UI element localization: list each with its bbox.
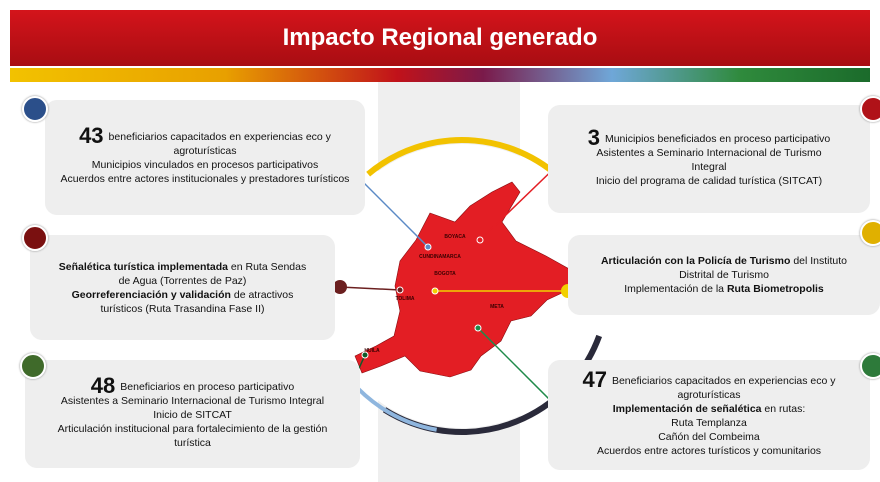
text: de Agua (Torrentes de Paz) <box>118 274 247 287</box>
text: Georreferenciación y validación <box>71 288 231 301</box>
info-card: 47 Beneficiarios capacitados en experienc… <box>548 360 870 470</box>
info-card: Articulación con la Policía de Turismo d… <box>568 235 880 315</box>
text-line: Acuerdos entre actores institucionales y… <box>61 172 350 186</box>
text-line: Acuerdos entre actores turísticos y comu… <box>597 444 821 458</box>
text: Acuerdos entre actores institucionales y… <box>60 173 350 185</box>
map-label: CUNDINAMARCA <box>419 254 461 260</box>
text-line: Municipios vinculados en procesos partic… <box>92 158 318 172</box>
info-card: 43 beneficiarios capacitados en experienc… <box>45 100 365 215</box>
map-label: BOYACA <box>444 234 466 240</box>
map-label: HUILA <box>364 348 380 354</box>
map-label: META <box>490 304 504 310</box>
text-line: Señalética turística implementada en Rut… <box>59 260 306 274</box>
text: agroturísticas <box>173 145 237 157</box>
text: agroturísticas <box>677 388 741 401</box>
text-line: turística <box>174 436 211 450</box>
title-banner: Impacto Regional generado <box>10 10 870 66</box>
text: Implementación de la <box>624 283 727 295</box>
text-line: Implementación de la Ruta Biometropolis <box>624 282 824 296</box>
text: Distrital de Turismo <box>679 269 769 281</box>
connector-end <box>476 236 484 244</box>
text: Implementación de señalética <box>612 402 762 415</box>
text: Beneficiarios capacitados en experiencia… <box>611 374 836 387</box>
icon <box>860 353 880 379</box>
info-card: 48 Beneficiarios en proceso participativo… <box>25 360 360 468</box>
text: Ruta Templanza <box>671 416 747 429</box>
text: beneficiarios capacitados en experiencia… <box>108 131 331 143</box>
text-line: 47 Beneficiarios capacitados en experienc… <box>582 368 836 390</box>
text-line: Integral <box>691 160 726 174</box>
text: Municipios beneficiados en proceso parti… <box>604 132 831 145</box>
connector <box>339 286 401 291</box>
ring <box>314 138 610 434</box>
text: del Instituto <box>790 255 848 267</box>
text-line: agroturísticas <box>173 144 236 158</box>
text: Municipios vinculados en procesos partic… <box>91 159 319 171</box>
color-stripe <box>10 68 870 82</box>
icon <box>20 353 46 379</box>
text-line: Inicio del programa de calidad turística… <box>596 174 822 188</box>
big-number: 47 <box>582 366 607 392</box>
text-line: Articulación institucional para fortalec… <box>58 422 328 436</box>
text-line: de Agua (Torrentes de Paz) <box>119 274 247 288</box>
text-line: Implementación de señalética en rutas: <box>613 402 806 416</box>
text: en Ruta Sendas <box>228 260 307 273</box>
big-number: 3 <box>587 124 600 150</box>
map-label: TOLIMA <box>395 296 414 302</box>
text-line: 48 Beneficiarios en proceso participativo <box>91 374 295 396</box>
text: de atractivos <box>230 288 294 301</box>
text-line: Articulación con la Policía de Turismo d… <box>601 254 847 268</box>
text-line: Georreferenciación y validación de atrac… <box>72 288 294 302</box>
icon <box>22 96 48 122</box>
connector-end <box>361 351 369 359</box>
title: Impacto Regional generado <box>282 24 598 51</box>
big-number: 43 <box>79 123 104 148</box>
text: turísticos (Ruta Trasandina Fase II) <box>100 302 265 315</box>
text-line: Asistentes a Seminario Internacional de … <box>596 146 821 160</box>
icon <box>860 96 880 122</box>
text: Señalética turística implementada <box>58 260 228 273</box>
region-map <box>354 181 578 378</box>
big-number: 48 <box>90 372 116 398</box>
text: Inicio del programa de calidad turística… <box>595 174 823 187</box>
text: Asistentes a Seminario Internacional de … <box>60 394 325 407</box>
text: en rutas: <box>761 402 806 415</box>
connector-end <box>431 287 439 295</box>
text: Ruta Biometropolis <box>726 283 824 295</box>
icon <box>22 225 48 251</box>
info-card: 3 Municipios beneficiados en proceso part… <box>548 105 870 213</box>
text-line: Asistentes a Seminario Internacional de … <box>61 394 324 408</box>
connector-dot <box>333 280 347 294</box>
connector-end <box>424 243 432 251</box>
text: Cañón del Combeima <box>658 430 760 443</box>
text: Articulación institucional para fortalec… <box>57 422 328 435</box>
text-line: 3 Municipios beneficiados en proceso part… <box>588 126 831 148</box>
info-card: Señalética turística implementada en Rut… <box>30 235 335 340</box>
icon <box>860 220 880 246</box>
text: Beneficiarios en proceso participativo <box>120 380 295 393</box>
text-line: Distrital de Turismo <box>679 268 769 282</box>
map-label: BOGOTA <box>434 271 456 277</box>
text-line: Inicio de SITCAT <box>153 408 232 422</box>
text-line: agroturísticas <box>677 388 740 402</box>
text: Integral <box>691 160 727 173</box>
connector-end <box>396 286 404 294</box>
text: Acuerdos entre actores turísticos y comu… <box>596 444 822 457</box>
text-line: 43 beneficiarios capacitados en experienc… <box>79 125 331 147</box>
text: turística <box>174 436 211 449</box>
text: Inicio de SITCAT <box>153 408 232 421</box>
text-line: Cañón del Combeima <box>658 430 760 444</box>
text-line: Ruta Templanza <box>671 416 747 430</box>
connector-end <box>474 324 482 332</box>
text-line: turísticos (Ruta Trasandina Fase II) <box>101 302 265 316</box>
text: Asistentes a Seminario Internacional de … <box>596 146 822 159</box>
text: Articulación con la Policía de Turismo <box>600 255 791 267</box>
